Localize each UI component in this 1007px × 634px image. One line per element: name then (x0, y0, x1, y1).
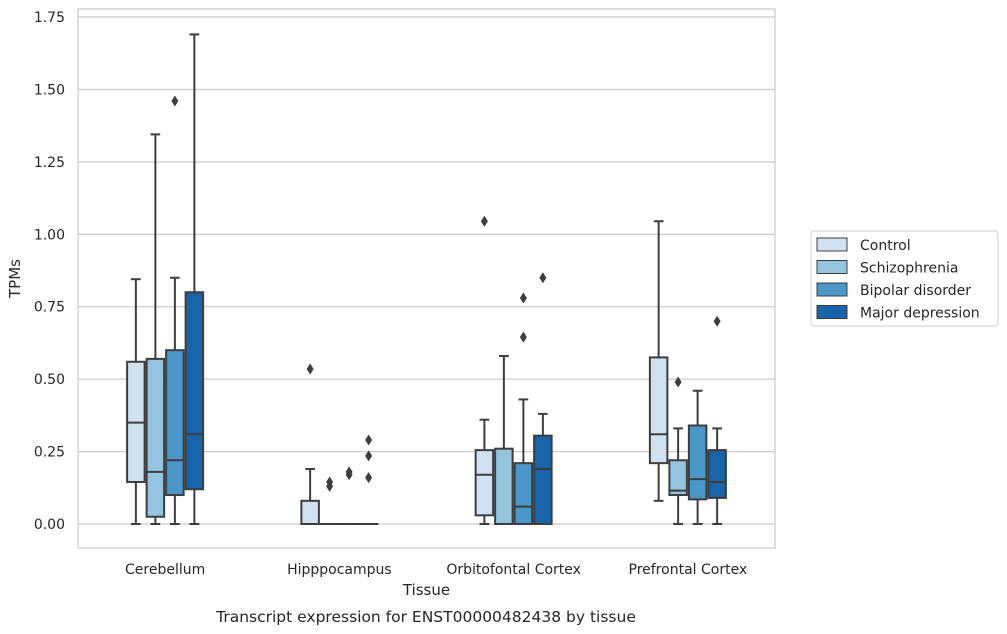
box-major-depression (533, 272, 553, 526)
box-iqr (184, 291, 205, 491)
box-iqr (474, 449, 495, 517)
box-schizophrenia (145, 133, 166, 525)
y-tick-label: 1.00 (34, 227, 65, 243)
y-tick-label: 0.50 (34, 372, 65, 388)
box-iqr (533, 434, 553, 526)
y-tick-label: 0.25 (34, 445, 65, 461)
box-control (300, 363, 320, 526)
box-schizophrenia (668, 376, 688, 525)
y-tick-labels: 0.00 0.25 0.50 0.75 1.00 1.25 1.50 1.75 (34, 10, 65, 533)
box-iqr (707, 449, 727, 499)
outlier-point (519, 331, 527, 343)
box-major-depression (358, 434, 379, 526)
legend-label: Bipolar disorder (860, 283, 971, 299)
box-control (126, 278, 146, 525)
x-tick-label: Prefrontal Cortex (629, 562, 748, 578)
y-tick-label: 0.00 (34, 517, 65, 533)
legend-label: Major depression (860, 306, 980, 322)
outlier-point (365, 434, 373, 446)
outlier-point (519, 292, 527, 304)
legend-swatch (816, 237, 848, 252)
y-tick-label: 1.25 (34, 155, 65, 171)
box-control (648, 220, 669, 502)
box-bipolar-disorder (339, 466, 359, 526)
chart-title: Transcript expression for ENST0000048243… (215, 608, 636, 626)
legend-frame (810, 230, 999, 327)
y-tick-label: 1.50 (34, 82, 65, 98)
legend: Control Schizophrenia Bipolar disorder Majo… (810, 230, 999, 327)
y-axis-label: TPMs (6, 259, 24, 299)
box-schizophrenia (494, 354, 514, 526)
x-tick-label: Hipppocampus (287, 562, 392, 578)
box-schizophrenia (319, 476, 340, 526)
box-iqr (165, 349, 185, 497)
outlier-point (326, 476, 334, 488)
x-tick-label: Cerebellum (125, 562, 205, 578)
box-bipolar-disorder (687, 389, 708, 525)
outlier-point (306, 363, 314, 375)
boxes-layer (126, 33, 727, 526)
box-bipolar-disorder (513, 292, 534, 525)
outlier-point (539, 272, 547, 284)
outlier-point (480, 215, 488, 227)
legend-label: Control (860, 238, 911, 254)
box-iqr (300, 499, 320, 526)
legend-swatch (816, 282, 848, 297)
box-iqr (668, 459, 688, 497)
outlier-point (345, 466, 353, 478)
box-iqr (145, 357, 166, 518)
legend-label: Schizophrenia (860, 261, 958, 277)
box-major-depression (184, 33, 205, 525)
box-control (474, 215, 495, 525)
legend-swatch (816, 305, 848, 319)
x-axis-label: Tissue (402, 581, 450, 599)
box-iqr (648, 356, 669, 465)
outlier-point (365, 450, 373, 462)
y-tick-label: 1.75 (34, 10, 65, 26)
x-tick-labels: Cerebellum Hipppocampus Orbitofontal Corte… (125, 562, 747, 578)
box-major-depression (707, 315, 727, 525)
x-tick-label: Orbitofontal Cortex (446, 562, 581, 578)
outlier-point (674, 376, 682, 388)
legend-swatch (816, 260, 848, 274)
outlier-point (365, 472, 373, 484)
box-iqr (687, 424, 708, 501)
box-iqr (513, 462, 534, 525)
outlier-point (713, 315, 721, 327)
outlier-point (171, 95, 179, 107)
box-bipolar-disorder (165, 95, 185, 525)
plot-area-frame (77, 8, 776, 549)
box-iqr (494, 447, 514, 526)
y-tick-label: 0.75 (34, 300, 65, 316)
